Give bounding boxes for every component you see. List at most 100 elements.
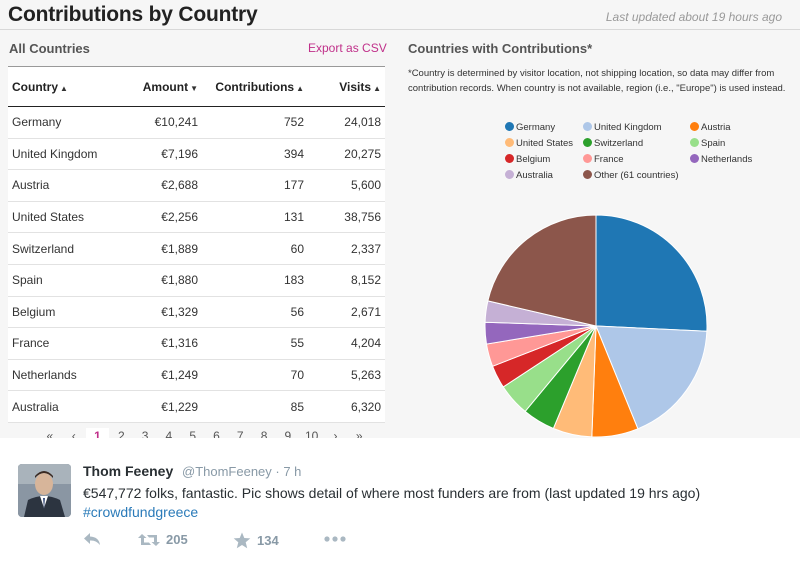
amount-cell: €2,688 bbox=[120, 169, 202, 202]
pagination-page-button[interactable]: 6 bbox=[213, 429, 220, 438]
avatar[interactable] bbox=[18, 464, 71, 517]
legend-label: Australia bbox=[516, 170, 553, 181]
contributions-column-header[interactable]: Contributions ▲ bbox=[202, 66, 316, 107]
table-row: Switzerland €1,889 60 2,337 bbox=[8, 232, 385, 265]
country-cell: Spain bbox=[8, 264, 120, 297]
pie-chart bbox=[484, 214, 708, 438]
legend-swatch bbox=[583, 122, 592, 131]
country-column-header[interactable]: Country ▲︎ bbox=[8, 66, 120, 107]
legend-item: United Kingdom bbox=[583, 122, 662, 133]
visits-cell: 8,152 bbox=[316, 264, 385, 297]
pagination-page-button[interactable]: 10 bbox=[304, 429, 319, 438]
visits-cell: 20,275 bbox=[316, 138, 385, 171]
legend-item: Australia bbox=[505, 170, 553, 181]
table-row: Spain €1,880 183 8,152 bbox=[8, 264, 385, 297]
contributions-cell: 60 bbox=[202, 232, 316, 265]
favorite-button[interactable]: 134 bbox=[233, 532, 279, 549]
author-handle[interactable]: @ThomFeeney · 7 h bbox=[182, 464, 302, 479]
legend-label: France bbox=[594, 154, 624, 165]
country-cell: Germany bbox=[8, 106, 120, 139]
pie-slice[interactable] bbox=[595, 214, 708, 332]
pagination-page-button[interactable]: 2 bbox=[117, 429, 125, 438]
more-button[interactable] bbox=[324, 536, 346, 542]
amount-cell: €10,241 bbox=[120, 106, 202, 139]
author-name[interactable]: Thom Feeney bbox=[83, 463, 174, 479]
visits-cell: 2,671 bbox=[316, 296, 385, 329]
legend-item: Spain bbox=[690, 138, 725, 149]
pagination-page-button[interactable]: 4 bbox=[165, 429, 173, 438]
contributions-cell: 131 bbox=[202, 201, 316, 234]
legend-item: Netherlands bbox=[690, 154, 752, 165]
country-cell: United States bbox=[8, 201, 120, 234]
legend-label: Other (61 countries) bbox=[594, 170, 679, 181]
contributions-cell: 55 bbox=[202, 327, 316, 360]
legend-swatch bbox=[583, 154, 592, 163]
amount-column-header[interactable]: Amount ▼ bbox=[120, 66, 202, 107]
panel-header: Contributions by Country Last updated ab… bbox=[0, 0, 800, 30]
retweet-icon bbox=[138, 533, 160, 546]
visits-cell: 5,600 bbox=[316, 169, 385, 202]
pagination: « ‹ 1 2 3 4 5 6 7 8 9 10 › » bbox=[38, 428, 371, 438]
pagination-page-button[interactable]: 7 bbox=[236, 429, 244, 438]
legend-item: Germany bbox=[505, 122, 555, 133]
visits-cell: 24,018 bbox=[316, 106, 385, 139]
contributions-cell: 70 bbox=[202, 359, 316, 392]
legend-label: Belgium bbox=[516, 154, 551, 165]
legend-label: Germany bbox=[516, 122, 556, 133]
pie-slice[interactable] bbox=[487, 214, 597, 327]
sort-both-icon: ▲ bbox=[296, 83, 304, 93]
visits-cell: 5,263 bbox=[316, 359, 385, 392]
export-csv-link[interactable]: Export as CSV bbox=[308, 41, 387, 55]
country-cell: Netherlands bbox=[8, 359, 120, 392]
legend-swatch bbox=[505, 122, 514, 131]
more-icon bbox=[324, 536, 346, 542]
pagination-first-button[interactable]: « bbox=[46, 429, 54, 438]
pagination-prev-button[interactable]: ‹ bbox=[71, 429, 76, 438]
pagination-page-button[interactable]: 5 bbox=[189, 429, 197, 438]
amount-cell: €1,316 bbox=[120, 327, 202, 360]
country-cell: Switzerland bbox=[8, 232, 120, 265]
pagination-page-button[interactable]: 1 bbox=[85, 428, 110, 438]
amount-cell: €1,249 bbox=[120, 359, 202, 392]
visits-cell: 2,337 bbox=[316, 232, 385, 265]
legend-swatch bbox=[583, 170, 592, 179]
amount-cell: €2,256 bbox=[120, 201, 202, 234]
hashtag-link[interactable]: #crowdfundgreece bbox=[83, 504, 199, 520]
star-icon bbox=[233, 532, 251, 549]
visits-cell: 4,204 bbox=[316, 327, 385, 360]
contributions-cell: 183 bbox=[202, 264, 316, 297]
contributions-panel: Contributions by Country Last updated ab… bbox=[0, 0, 800, 438]
legend-item: Other (61 countries) bbox=[583, 170, 678, 181]
avatar-image bbox=[18, 464, 71, 517]
pagination-page-button[interactable]: 3 bbox=[141, 429, 149, 438]
retweet-button[interactable]: 205 bbox=[138, 532, 188, 547]
reply-button[interactable] bbox=[83, 532, 101, 546]
contributions-cell: 177 bbox=[202, 169, 316, 202]
table-row: Netherlands €1,249 70 5,263 bbox=[8, 359, 385, 392]
amount-cell: €1,229 bbox=[120, 390, 202, 423]
country-header-label: Country bbox=[12, 79, 58, 94]
legend-swatch bbox=[690, 122, 699, 131]
pagination-page-button[interactable]: 9 bbox=[284, 429, 292, 438]
pagination-last-button[interactable]: » bbox=[355, 429, 363, 438]
visits-column-header[interactable]: Visits ▲ bbox=[316, 66, 385, 107]
legend-swatch bbox=[505, 170, 514, 179]
table-row: United States €2,256 131 38,756 bbox=[8, 201, 385, 234]
country-note: *Country is determined by visitor locati… bbox=[408, 68, 786, 94]
table-row: Australia €1,229 85 6,320 bbox=[8, 390, 385, 423]
amount-cell: €7,196 bbox=[120, 138, 202, 171]
table-row: Germany €10,241 752 24,018 bbox=[8, 106, 385, 139]
pagination-page-button[interactable]: 8 bbox=[260, 429, 268, 438]
pagination-next-button[interactable]: › bbox=[333, 429, 338, 438]
legend-item: Belgium bbox=[505, 154, 550, 165]
countries-table: Country ▲︎ Amount ▼ Contributions ▲ Visits ▲… bbox=[8, 66, 385, 423]
pie-slice[interactable] bbox=[595, 325, 708, 430]
visits-cell: 6,320 bbox=[316, 390, 385, 423]
legend-label: Spain bbox=[701, 138, 726, 149]
legend-item: United States bbox=[505, 138, 573, 149]
last-updated-text: Last updated about 19 hours ago bbox=[605, 10, 782, 24]
legend-label: United Kingdom bbox=[594, 122, 662, 133]
legend-swatch bbox=[690, 154, 699, 163]
country-cell: Austria bbox=[8, 169, 120, 202]
page-title: Contributions by Country bbox=[8, 3, 258, 26]
